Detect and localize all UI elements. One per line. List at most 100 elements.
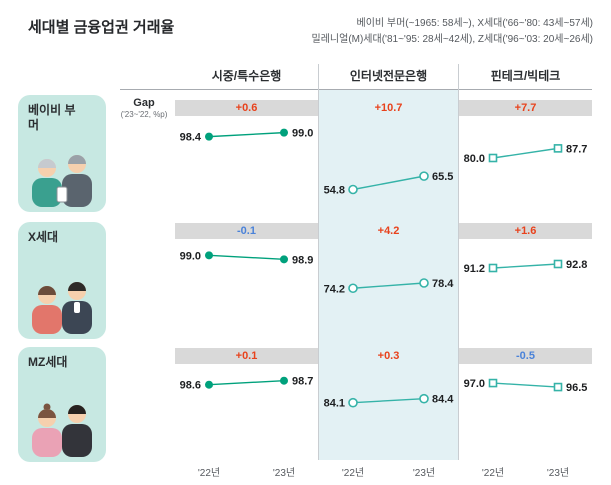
value-label: 97.0	[464, 378, 485, 390]
value-label: 98.4	[180, 132, 202, 144]
mini-line-chart: 99.0 98.9	[175, 239, 318, 344]
data-point	[419, 278, 429, 288]
x-axis-label: '23년	[412, 468, 436, 479]
mini-line-chart: 97.0 96.5	[459, 364, 592, 460]
x-axis-label: '23년	[546, 468, 570, 479]
trend-line-svg: 91.2 92.8	[464, 259, 588, 275]
trend-line	[492, 382, 559, 388]
trend-line-svg: 99.0 98.9	[180, 250, 314, 266]
header-divider	[120, 89, 592, 90]
data-point	[553, 259, 563, 269]
gap-value: +0.6	[235, 102, 258, 114]
gap-band	[459, 223, 592, 239]
generation-box-gen-mz: MZ세대	[18, 347, 106, 462]
trend-line-svg: 98.6 98.7	[180, 376, 314, 392]
value-label: 78.4	[432, 278, 454, 290]
trend-line	[492, 263, 559, 269]
gap-value: +10.7	[374, 102, 403, 114]
trend-line-svg: 84.1 84.4	[324, 393, 455, 410]
value-label: 99.0	[180, 250, 201, 262]
data-point	[348, 184, 358, 195]
mini-line-chart: 74.2 78.4	[319, 239, 458, 344]
data-point	[348, 283, 358, 294]
gap-value: +4.2	[377, 225, 400, 237]
gap-band	[175, 223, 318, 239]
value-label: 84.4	[432, 394, 454, 406]
highlight-column-background	[319, 90, 458, 460]
data-point	[280, 128, 288, 137]
baby-boomer-couple-illustration	[32, 155, 92, 207]
value-label: 91.2	[464, 263, 485, 275]
gap-value: +0.3	[377, 350, 400, 362]
trend-line-svg: 74.2 78.4	[324, 278, 455, 295]
gap-band	[459, 348, 592, 364]
column-divider-1	[318, 64, 319, 460]
gap-caption: Gap ('23~'22, %p)	[113, 97, 175, 119]
gap-value: +1.6	[514, 225, 537, 237]
value-label: 84.1	[324, 398, 345, 410]
data-point	[488, 263, 498, 273]
mini-line-chart: 80.0 87.7	[459, 116, 592, 219]
trend-line-svg: 80.0 87.7	[464, 143, 588, 165]
data-point	[280, 376, 288, 385]
trend-line-svg: 97.0 96.5	[464, 378, 588, 394]
gap-caption-subtitle: ('23~'22, %p)	[120, 110, 168, 119]
gap-caption-title: Gap	[133, 97, 155, 109]
mini-line-chart: 54.8 65.5	[319, 116, 458, 219]
x-axis-label: '22년	[481, 468, 505, 479]
data-point	[488, 153, 498, 163]
x-axis-label: '23년	[272, 468, 296, 479]
value-label: 98.7	[292, 376, 313, 388]
value-label: 98.6	[180, 380, 201, 392]
generation-label: 베이비 부머	[28, 103, 76, 132]
legend-line-2: 밀레니얼(M)세대('81~'95: 28세~42세), Z세대('96~'03…	[311, 33, 593, 45]
data-point	[553, 144, 563, 153]
value-label: 96.5	[566, 382, 587, 394]
trend-line	[352, 175, 425, 191]
gap-value: +7.7	[514, 102, 537, 114]
data-point	[205, 132, 213, 141]
column-header-internet-bank: 인터넷전문은행	[349, 69, 428, 83]
value-label: 80.0	[464, 153, 485, 165]
value-label: 65.5	[432, 171, 453, 183]
value-label: 74.2	[324, 283, 345, 295]
x-axis-label: '22년	[197, 468, 221, 479]
legend-line-1: 베이비 부머(~1965: 58세~), X세대('66~'80: 43세~57…	[356, 18, 593, 29]
trend-line-svg: 98.4 99.0	[180, 128, 314, 144]
data-point	[348, 397, 358, 408]
data-point	[488, 378, 498, 388]
trend-line-svg: 54.8 65.5	[324, 171, 454, 197]
gap-band	[459, 100, 592, 116]
generation-box-gen-x: X세대	[18, 222, 106, 339]
mini-line-chart: 98.4 99.0	[175, 116, 318, 219]
value-label: 99.0	[292, 128, 313, 140]
data-point	[280, 255, 288, 264]
gap-value: -0.5	[516, 350, 535, 362]
x-axis-label: '22년	[341, 468, 365, 479]
value-label: 92.8	[566, 259, 587, 271]
data-point	[553, 382, 563, 392]
trend-line	[208, 254, 285, 261]
gap-band	[175, 348, 318, 364]
gen-x-couple-illustration	[32, 282, 92, 334]
trend-line	[492, 147, 559, 159]
mini-line-chart: 91.2 92.8	[459, 239, 592, 344]
mini-line-chart: 84.1 84.4	[319, 364, 458, 460]
gap-band	[175, 100, 318, 116]
data-point	[419, 171, 429, 181]
trend-line	[352, 282, 425, 289]
gap-value: +0.1	[235, 350, 258, 362]
value-label: 98.9	[292, 254, 313, 266]
mini-line-chart: 98.6 98.7	[175, 364, 318, 460]
trend-line	[352, 397, 425, 404]
gap-value: -0.1	[237, 225, 256, 237]
value-label: 87.7	[566, 143, 587, 155]
column-header-bank: 시중/특수은행	[211, 69, 282, 83]
page-title: 세대별 금융업권 거래율	[28, 19, 175, 36]
data-point	[205, 251, 213, 260]
data-point	[419, 393, 429, 404]
trend-line	[208, 131, 285, 138]
trend-line	[208, 379, 285, 386]
value-label: 54.8	[324, 185, 345, 197]
